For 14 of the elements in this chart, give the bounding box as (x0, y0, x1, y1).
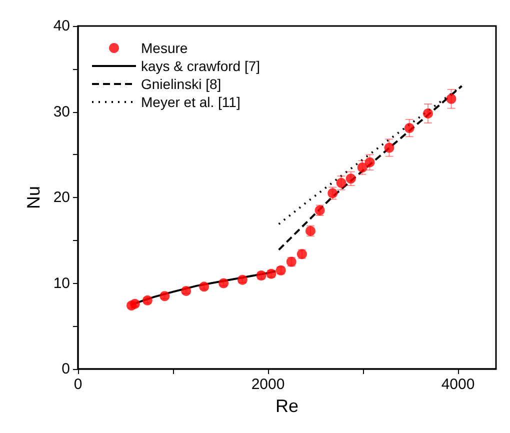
y-tick-label: 20 (53, 189, 70, 206)
y-tick-label: 40 (53, 18, 70, 34)
legend-label: Gnielinski [8] (141, 76, 222, 92)
legend-label: kays & crawford [7] (141, 58, 260, 74)
x-tick-label: 4000 (441, 376, 475, 393)
y-tick-label: 10 (53, 274, 70, 292)
x-tick-label: 2000 (251, 376, 285, 393)
y-axis-title: Nu (23, 186, 44, 210)
legend-label: Mesure (141, 40, 188, 56)
x-axis-title: Re (275, 396, 299, 416)
y-tick-label: 30 (53, 103, 70, 120)
x-tick-label: 0 (74, 376, 82, 393)
legend-label: Meyer et al. [11] (141, 94, 240, 110)
y-tick-label: 0 (62, 360, 70, 378)
